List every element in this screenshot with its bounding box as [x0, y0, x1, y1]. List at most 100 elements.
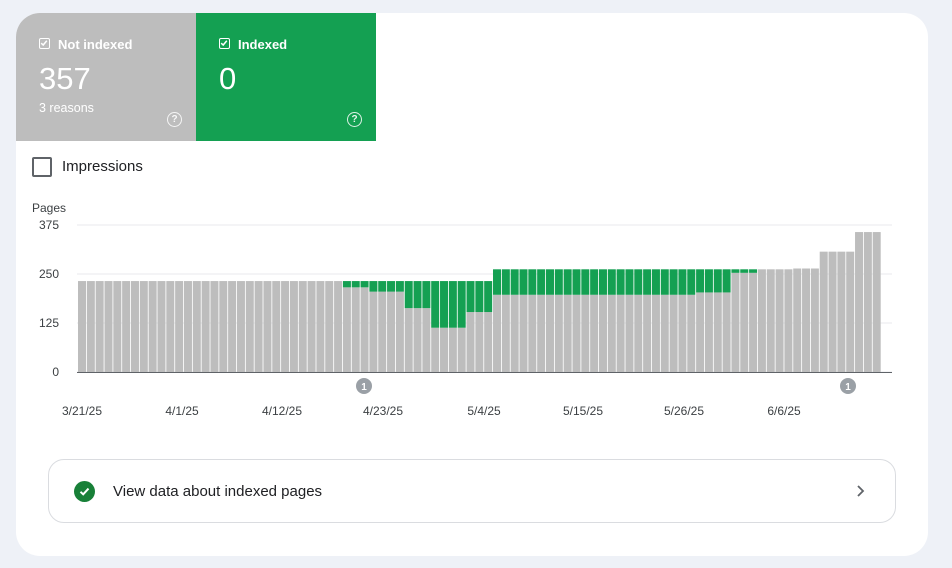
chart-y-axis-label: Pages — [32, 201, 67, 215]
bar-not-indexed — [493, 294, 502, 372]
bar-not-indexed — [395, 291, 404, 372]
bar-not-indexed — [704, 292, 713, 372]
bar-not-indexed — [378, 291, 387, 372]
bar-not-indexed — [307, 281, 316, 372]
bar-not-indexed — [802, 268, 811, 372]
impressions-checkbox[interactable] — [32, 157, 52, 177]
bar-not-indexed — [289, 281, 298, 372]
bar-indexed — [722, 269, 731, 293]
bar-not-indexed — [775, 269, 784, 372]
bar-indexed — [422, 281, 431, 309]
bar-indexed — [545, 269, 554, 295]
x-tick-label: 5/15/25 — [563, 404, 603, 418]
help-circle-icon[interactable]: ? — [347, 112, 362, 127]
indexed-tile[interactable]: Indexed 0 ? — [196, 13, 376, 141]
impressions-label[interactable]: Impressions — [62, 158, 143, 175]
bar-not-indexed — [325, 281, 334, 372]
bar-indexed — [669, 269, 678, 295]
bar-not-indexed — [863, 232, 872, 372]
checkbox-checked-icon[interactable] — [219, 38, 230, 49]
bar-not-indexed — [722, 292, 731, 372]
bar-indexed — [493, 269, 502, 295]
view-indexed-pages-label: View data about indexed pages — [113, 483, 323, 500]
bar-not-indexed — [457, 327, 466, 372]
bar-not-indexed — [660, 294, 669, 372]
bar-not-indexed — [78, 281, 86, 372]
bar-not-indexed — [846, 251, 855, 372]
bar-not-indexed — [528, 294, 537, 372]
bar-not-indexed — [219, 281, 228, 372]
bar-not-indexed — [484, 312, 493, 372]
bar-indexed — [387, 281, 396, 292]
bar-not-indexed — [713, 292, 722, 372]
bar-indexed — [740, 269, 749, 273]
view-indexed-pages-button[interactable]: View data about indexed pages — [48, 459, 896, 523]
bar-indexed — [431, 281, 440, 328]
y-tick-label: 250 — [39, 267, 59, 281]
bar-not-indexed — [828, 251, 837, 372]
bar-indexed — [466, 281, 475, 313]
bar-indexed — [590, 269, 599, 295]
help-circle-icon[interactable]: ? — [167, 112, 182, 127]
bar-not-indexed — [687, 294, 696, 372]
bar-indexed — [519, 269, 528, 295]
bar-indexed — [554, 269, 563, 295]
x-tick-label: 5/4/25 — [467, 404, 501, 418]
x-tick-label: 4/1/25 — [165, 404, 199, 418]
bar-indexed — [457, 281, 466, 328]
bar-indexed — [413, 281, 422, 309]
bar-indexed — [563, 269, 572, 295]
bar-not-indexed — [837, 251, 846, 372]
bar-indexed — [440, 281, 449, 328]
bar-not-indexed — [466, 312, 475, 372]
bar-not-indexed — [740, 272, 749, 372]
bar-not-indexed — [607, 294, 616, 372]
bar-not-indexed — [766, 269, 775, 372]
bar-indexed — [616, 269, 625, 295]
bar-indexed — [404, 281, 413, 309]
bar-not-indexed — [431, 327, 440, 372]
bar-indexed — [696, 269, 705, 293]
index-status-card: Not indexed 357 3 reasons ? Indexed 0 ? … — [16, 13, 928, 556]
bar-indexed — [704, 269, 713, 293]
bar-not-indexed — [819, 251, 828, 372]
bar-not-indexed — [157, 281, 166, 372]
x-tick-label: 6/6/25 — [767, 404, 801, 418]
y-tick-label: 125 — [39, 316, 59, 330]
bar-not-indexed — [201, 281, 210, 372]
chevron-right-icon — [857, 485, 865, 497]
bar-not-indexed — [625, 294, 634, 372]
bar-not-indexed — [113, 281, 122, 372]
bar-not-indexed — [554, 294, 563, 372]
bar-not-indexed — [784, 269, 793, 372]
bar-not-indexed — [537, 294, 546, 372]
bar-not-indexed — [281, 281, 290, 372]
x-tick-label: 5/26/25 — [664, 404, 704, 418]
bar-not-indexed — [793, 268, 802, 372]
bar-not-indexed — [872, 232, 881, 372]
bar-not-indexed — [130, 281, 139, 372]
bar-indexed — [643, 269, 652, 295]
annotation-marker — [356, 378, 372, 394]
bar-indexed — [342, 281, 351, 288]
bar-not-indexed — [519, 294, 528, 372]
bar-indexed — [378, 281, 387, 292]
bar-not-indexed — [369, 291, 378, 372]
bar-not-indexed — [678, 294, 687, 372]
bar-not-indexed — [86, 281, 95, 372]
bar-indexed — [651, 269, 660, 295]
bar-not-indexed — [254, 281, 263, 372]
bar-not-indexed — [360, 287, 369, 372]
bar-indexed — [369, 281, 378, 292]
x-tick-label: 4/12/25 — [262, 404, 302, 418]
bar-not-indexed — [236, 281, 245, 372]
not-indexed-tile[interactable]: Not indexed 357 3 reasons ? — [16, 13, 196, 141]
bar-indexed — [660, 269, 669, 295]
bar-not-indexed — [651, 294, 660, 372]
bar-not-indexed — [122, 281, 131, 372]
x-tick-label: 3/21/25 — [62, 404, 102, 418]
x-tick-label: 4/23/25 — [363, 404, 403, 418]
checkbox-checked-icon[interactable] — [39, 38, 50, 49]
annotation-marker — [840, 378, 856, 394]
bar-not-indexed — [404, 308, 413, 372]
